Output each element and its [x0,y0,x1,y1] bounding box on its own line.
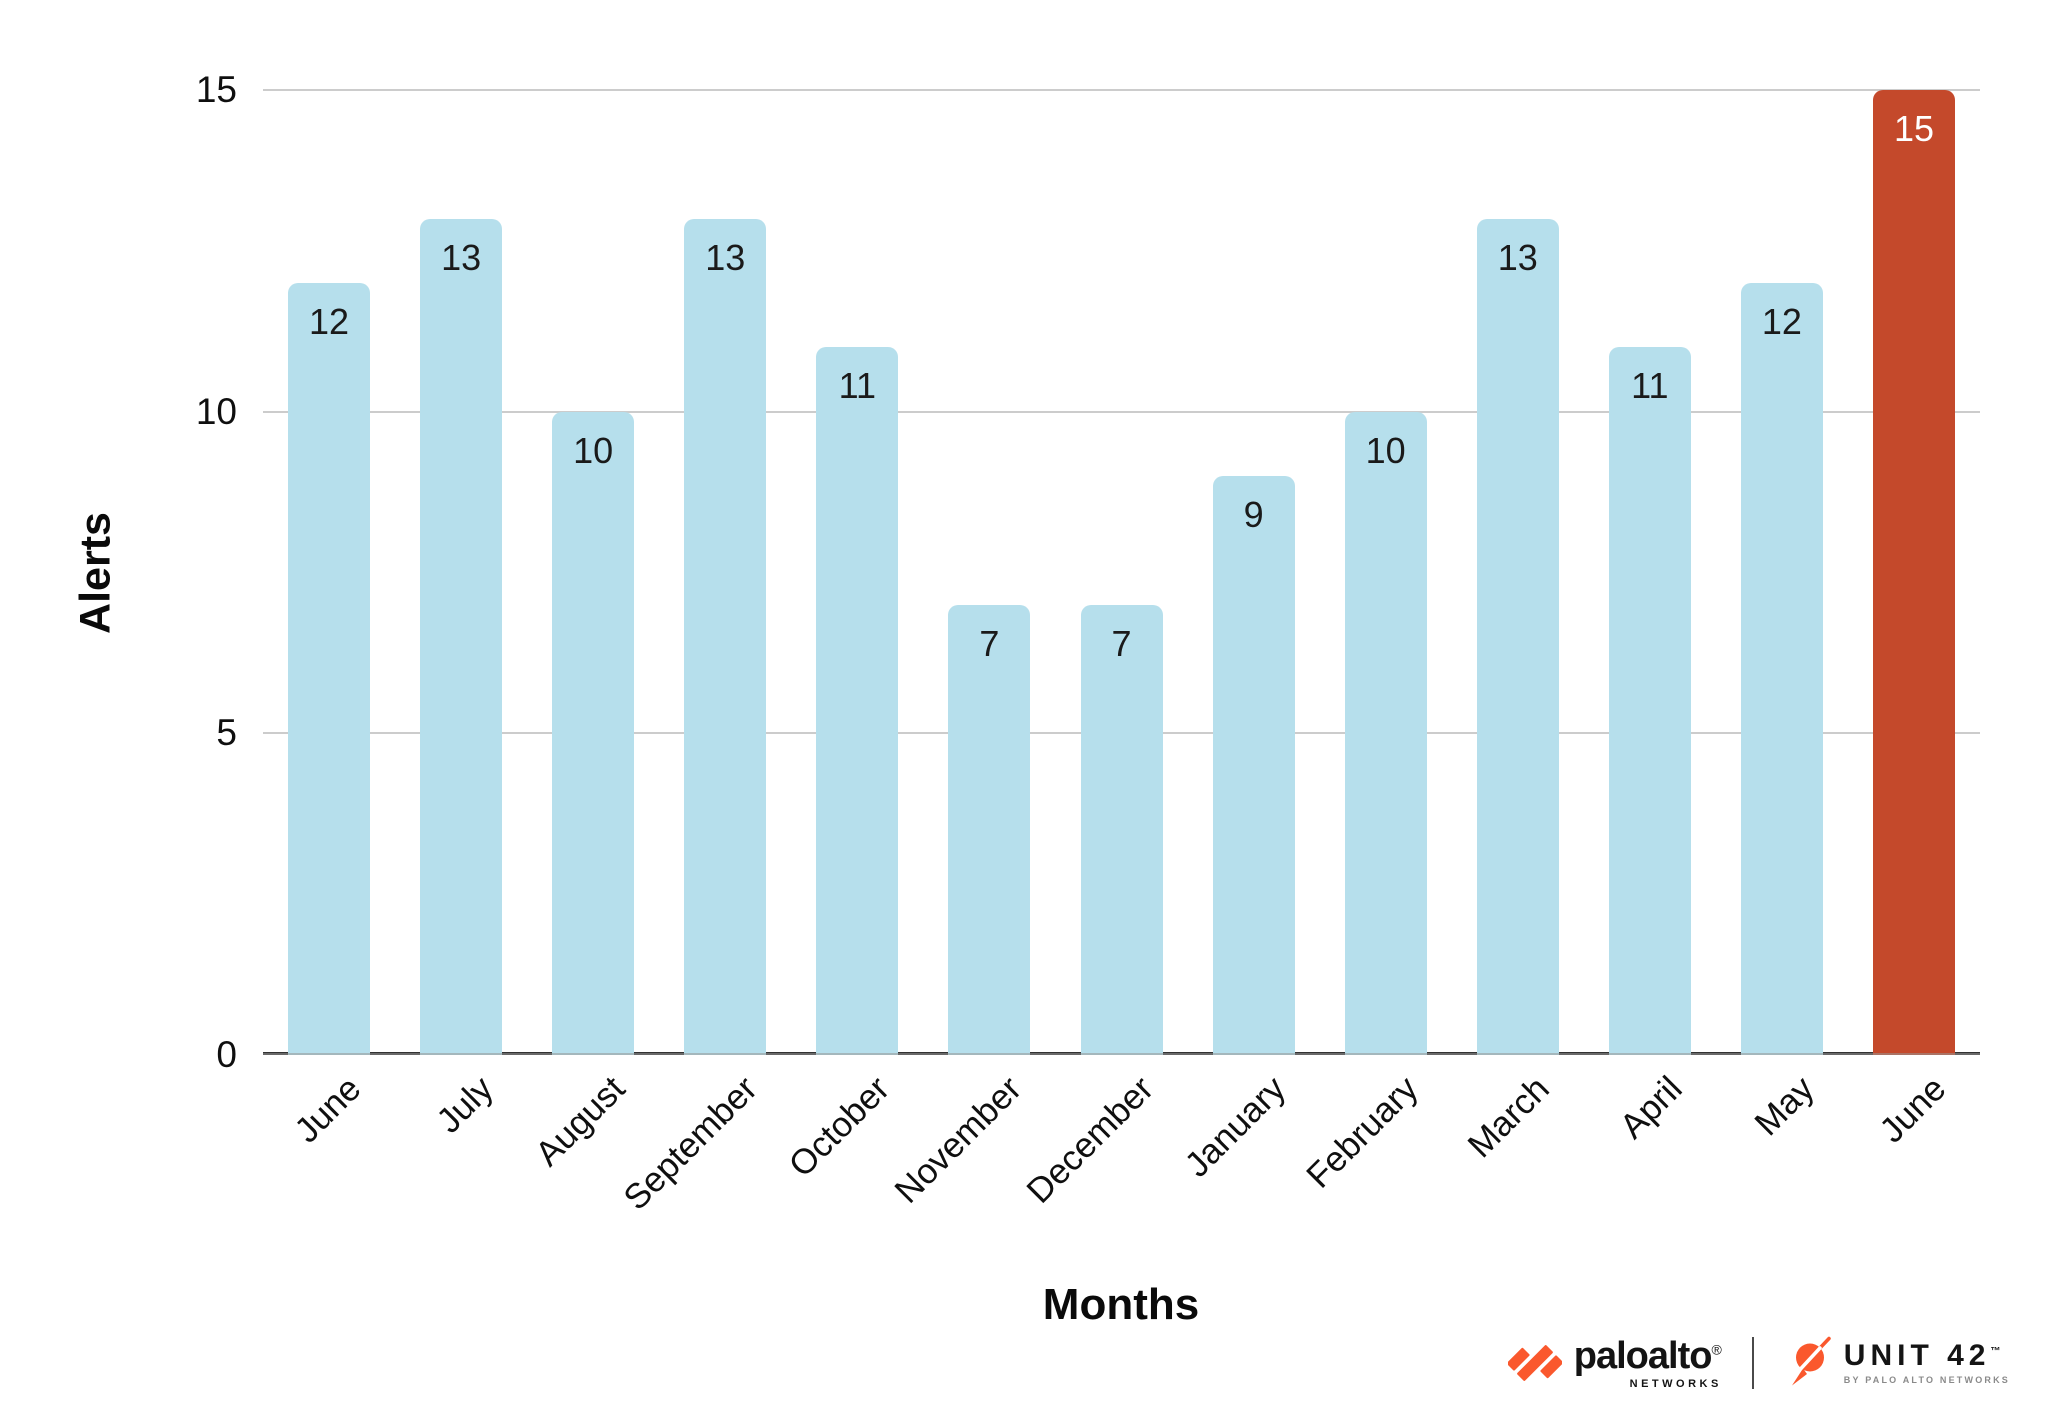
paloalto-wordmark: paloalto® NETWORKS [1574,1337,1722,1390]
bar-slot: 13 September [616,90,791,1218]
paloalto-networks-subtext: NETWORKS [1629,1377,1722,1390]
unit42-logo: UNIT 42™ BY PALO ALTO NETWORKS [1784,1335,2010,1391]
bar-june-12: 15 [1872,90,1955,1055]
bar-slot: 15 June [1848,90,1980,1150]
bar-value-label: 15 [1893,108,1934,149]
bar-value-label: 10 [573,429,614,471]
registered-mark: ® [1711,1340,1722,1357]
bar-value-label: 11 [1631,365,1669,407]
bar-april-10: 11 [1608,347,1691,1055]
bar-slot: 13 March [1452,90,1584,1165]
bar-slot: 12 June [263,90,395,1150]
bar-august-2: 10 [552,411,635,1055]
x-axis-title: Months [1042,1280,1200,1329]
bar-slot: 7 December [1019,90,1187,1211]
bar-march-9: 13 [1476,218,1559,1055]
y-tick-label: 0 [216,1034,237,1075]
bar-value-label: 12 [1761,301,1802,342]
y-axis-title: Alerts [71,512,120,634]
y-tick-label: 15 [195,69,237,110]
bar-value-label: 7 [979,622,1000,664]
unit42-subtext: BY PALO ALTO NETWORKS [1843,1375,2010,1385]
bar-value-label: 13 [705,236,746,278]
bar-value-label: 11 [838,365,877,407]
bar-slot: 9 January [1178,90,1320,1185]
bar-value-label: 9 [1243,494,1264,535]
bar-november-5: 7 [948,604,1031,1055]
bar-value-label: 7 [1111,622,1132,664]
bars-row: 12 June 13 July 10 August 13 September 11 October… [263,90,1980,1218]
bar-value-label: 13 [441,236,482,278]
trademark: ™ [1990,1346,2001,1357]
bar-september-3: 13 [684,218,767,1055]
bar-june-0: 12 [288,283,371,1055]
bar-value-label: 12 [309,301,350,342]
bar-value-label: 10 [1365,429,1406,471]
bar-february-8: 10 [1344,411,1427,1055]
bar-december-6: 7 [1080,604,1163,1055]
unit42-brand-text: UNIT 42™ [1843,1339,2001,1372]
bar-slot: 11 October [781,90,923,1185]
paloalto-icon [1507,1345,1562,1381]
bar-slot: 10 August [527,90,659,1174]
brand-footer: paloalto® NETWORKS UNIT 42™ BY PALO ALTO… [1507,1335,2010,1391]
bar-slot: 13 July [395,90,527,1141]
y-tick-label: 10 [195,390,237,432]
paloalto-brand-text: paloalto® [1573,1334,1722,1377]
bar-value-label: 13 [1497,236,1538,278]
unit42-icon [1791,1336,1831,1386]
footer-divider [1751,1337,1754,1389]
gridline-15 [263,89,1980,91]
bar-october-4: 11 [816,347,899,1055]
bar-january-7: 9 [1212,476,1295,1055]
bar-slot: 10 February [1299,90,1452,1196]
bar-slot: 11 April [1584,90,1716,1146]
zero-gridline-overlay [263,1053,1980,1055]
bar-july-1: 13 [420,218,503,1055]
bar-may-11: 12 [1740,283,1823,1055]
unit42-wordmark: UNIT 42™ BY PALO ALTO NETWORKS [1843,1339,2010,1386]
bar-slot: 7 November [887,90,1055,1211]
y-tick-label: 5 [216,712,237,754]
paloalto-networks-logo: paloalto® NETWORKS [1507,1336,1722,1390]
plot-area: 12 June 13 July 10 August 13 September 11 October… [196,69,1980,1218]
gridline-10 [263,410,1980,413]
bar-slot: 12 May [1716,90,1848,1143]
